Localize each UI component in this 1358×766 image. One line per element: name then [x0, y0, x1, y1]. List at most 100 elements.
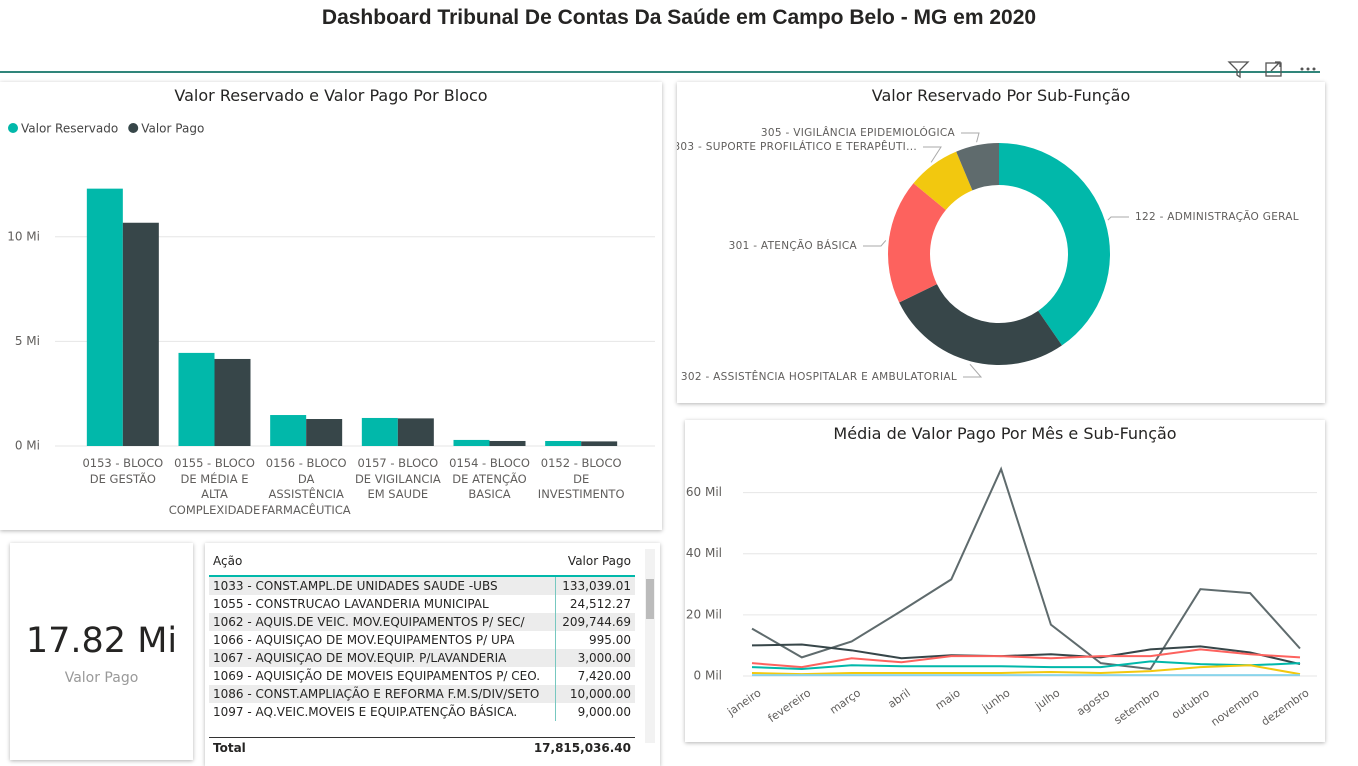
leader-line [961, 132, 980, 143]
line-chart-panel: Média de Valor Pago Por Mês e Sub-Função… [685, 420, 1325, 742]
column-header[interactable]: Valor Pago [567, 554, 631, 568]
leader-line [963, 363, 983, 378]
table-row: 1066 - AQUISIÇAO DE MOV.EQUIPAMENTOS P/ … [209, 631, 635, 649]
header-rule [0, 71, 1320, 73]
x-tick-label: janeiro [724, 686, 763, 719]
table-row: 1055 - CONSTRUCAO LAVANDERIA MUNICIPAL 24… [209, 595, 635, 613]
table: Ação Valor Pago 1033 - CONST.AMPL.DE UNI… [209, 547, 635, 721]
legend-marker [8, 123, 18, 133]
more-icon[interactable] [1300, 67, 1304, 71]
x-tick-label-box: 0152 - BLOCO DE INVESTIMENTO [537, 456, 625, 501]
x-tick-label-box: 0157 - BLOCO DE VIGILANCIA EM SAUDE [354, 456, 441, 501]
table-row: 1067 - AQUISIÇAO DE MOV.EQUIP. P/LAVANDE… [209, 649, 635, 667]
focus-icon[interactable] [1265, 62, 1282, 77]
value-cell: 995.00 [554, 631, 635, 649]
slice-label: 122 - ADMINISTRAÇÃO GERAL [1135, 210, 1299, 223]
x-tick-label-box: 0154 - BLOCO DE ATENÇÃO BASICA [449, 456, 530, 501]
leader-line [1107, 216, 1129, 221]
value-cell: 3,000.00 [554, 649, 635, 667]
value-cell: 209,744.69 [554, 613, 635, 631]
x-tick-label: agosto [1074, 686, 1112, 718]
table-row: 1086 - CONST.AMPLIAÇÃO E REFORMA F.M.S/D… [209, 685, 635, 703]
line-series [751, 466, 1301, 671]
table-row: 1097 - AQ.VEIC.MOVEIS E EQUIP.ATENÇÃO BÁ… [209, 703, 635, 721]
slice-label: 305 - VIGILÂNCIA EPIDEMIOLÓGICA [761, 126, 956, 139]
x-tick-label: fevereiro [766, 686, 814, 725]
x-tick-label: junho [979, 686, 1013, 715]
line-series [751, 648, 1301, 669]
value-cell: 10,000.00 [554, 685, 635, 703]
legend-label: Valor Pago [141, 122, 204, 136]
chart-title: Média de Valor Pago Por Mês e Sub-Função [833, 424, 1177, 443]
column-header[interactable]: Ação [213, 554, 243, 568]
legend-label: Valor Reservado [21, 122, 118, 136]
bar [453, 439, 490, 446]
total-label: Total [213, 741, 246, 755]
action-cell: 1097 - AQ.VEIC.MOVEIS E EQUIP.ATENÇÃO BÁ… [213, 705, 518, 719]
y-tick-label: 20 Mil [686, 607, 722, 621]
action-cell: 1066 - AQUISIÇAO DE MOV.EQUIPAMENTOS P/ … [213, 633, 515, 647]
x-tick-label: 0152 - BLOCO DE INVESTIMENTO [537, 456, 625, 501]
action-cell: 1067 - AQUISIÇAO DE MOV.EQUIP. P/LAVANDE… [209, 649, 556, 667]
table-row: 1062 - AQUIS.DE VEIC. MOV.EQUIPAMENTOS P… [209, 613, 635, 631]
more-dot [1312, 67, 1316, 71]
x-tick-label: 0154 - BLOCO DE ATENÇÃO BASICA [449, 456, 530, 501]
bar [545, 440, 582, 446]
filter-icon[interactable] [1227, 61, 1250, 79]
action-cell: 1055 - CONSTRUCAO LAVANDERIA MUNICIPAL [213, 597, 489, 611]
value-cell: 24,512.27 [554, 595, 635, 613]
x-tick-label: novembro [1209, 686, 1262, 729]
action-cell: 1033 - CONST.AMPL.DE UNIDADES SAUDE -UBS [209, 576, 556, 595]
x-tick-label-box: 0156 - BLOCO DA ASSISTÊNCIA FARMACÊUTICA [262, 456, 351, 517]
donut-chart-panel: Valor Reservado Por Sub-Função 122 - ADM… [677, 82, 1325, 403]
visual-header-icons[interactable] [1226, 58, 1326, 80]
y-tick-label: 60 Mil [686, 485, 722, 499]
table-body: Ação Valor Pago 1033 - CONST.AMPL.DE UNI… [209, 547, 639, 737]
scrollbar-thumb[interactable] [646, 579, 654, 619]
bar-chart-panel: Valor Reservado e Valor Pago Por Bloco 0… [0, 82, 662, 530]
action-cell: 1062 - AQUIS.DE VEIC. MOV.EQUIPAMENTOS P… [209, 613, 556, 631]
value-cell: 133,039.01 [554, 576, 635, 595]
line-chart: 0 Mil 20 Mil 40 Mil 60 Mil janeiro fevereiro m… [686, 466, 1317, 729]
bar [270, 415, 307, 446]
kpi-card: 17.82 Mi Valor Pago [10, 543, 193, 760]
bar-chart: 0 Mi 5 Mi 10 Mi Valor Reservado Valor Pago 01… [7, 122, 655, 517]
line-series [751, 643, 1301, 666]
bar [214, 358, 251, 446]
donut-slice [999, 143, 1110, 346]
x-tick-label: 0155 - BLOCO DE MÉDIA E ALTA COMPLEXIDAD… [168, 456, 261, 517]
value-cell: 9,000.00 [554, 703, 635, 721]
donut-slice [899, 284, 1062, 365]
chart-title: Valor Reservado Por Sub-Função [871, 86, 1131, 105]
chart-title: Valor Reservado e Valor Pago Por Bloco [174, 86, 488, 105]
x-tick-label: 0157 - BLOCO DE VIGILANCIA EM SAUDE [354, 456, 441, 501]
y-tick-label: 40 Mil [686, 546, 722, 560]
legend-marker [128, 123, 139, 133]
x-tick-label-box: 0153 - BLOCO DE GESTÃO [82, 456, 164, 486]
action-cell: 1069 - AQUISIÇÃO DE MOVEIS EQUIPAMENTOS … [213, 669, 541, 683]
value-cell: 7,420.00 [554, 667, 635, 685]
bar [397, 418, 434, 446]
page-title: Dashboard Tribunal De Contas Da Saúde em… [321, 6, 1037, 29]
slice-label: 301 - ATENÇÃO BÁSICA [729, 239, 858, 252]
bar [86, 188, 123, 446]
x-tick-label: setembro [1112, 686, 1163, 727]
x-tick-label: 0153 - BLOCO DE GESTÃO [82, 456, 164, 486]
slice-label: 303 - SUPORTE PROFILÁTICO E TERAPÊUTI... [677, 140, 917, 153]
donut-chart: 122 - ADMINISTRAÇÃO GERAL 302 - ASSISTÊNC… [677, 126, 1299, 383]
bar [178, 352, 215, 446]
x-tick-label-box: 0155 - BLOCO DE MÉDIA E ALTA COMPLEXIDAD… [168, 456, 261, 517]
table-panel: Ação Valor Pago 1033 - CONST.AMPL.DE UNI… [205, 543, 660, 766]
slice-label: 302 - ASSISTÊNCIA HOSPITALAR E AMBULATOR… [681, 370, 957, 383]
scrollbar[interactable] [645, 549, 655, 743]
x-tick-label: abril [885, 686, 912, 711]
line-series [751, 664, 1301, 676]
x-tick-label: março [827, 686, 863, 717]
focus-arrow [1270, 61, 1281, 72]
bar [489, 440, 526, 446]
donut-slice [888, 183, 946, 303]
y-tick-label: 0 Mil [694, 669, 722, 683]
bar [306, 419, 343, 446]
more-dot [1306, 67, 1310, 71]
